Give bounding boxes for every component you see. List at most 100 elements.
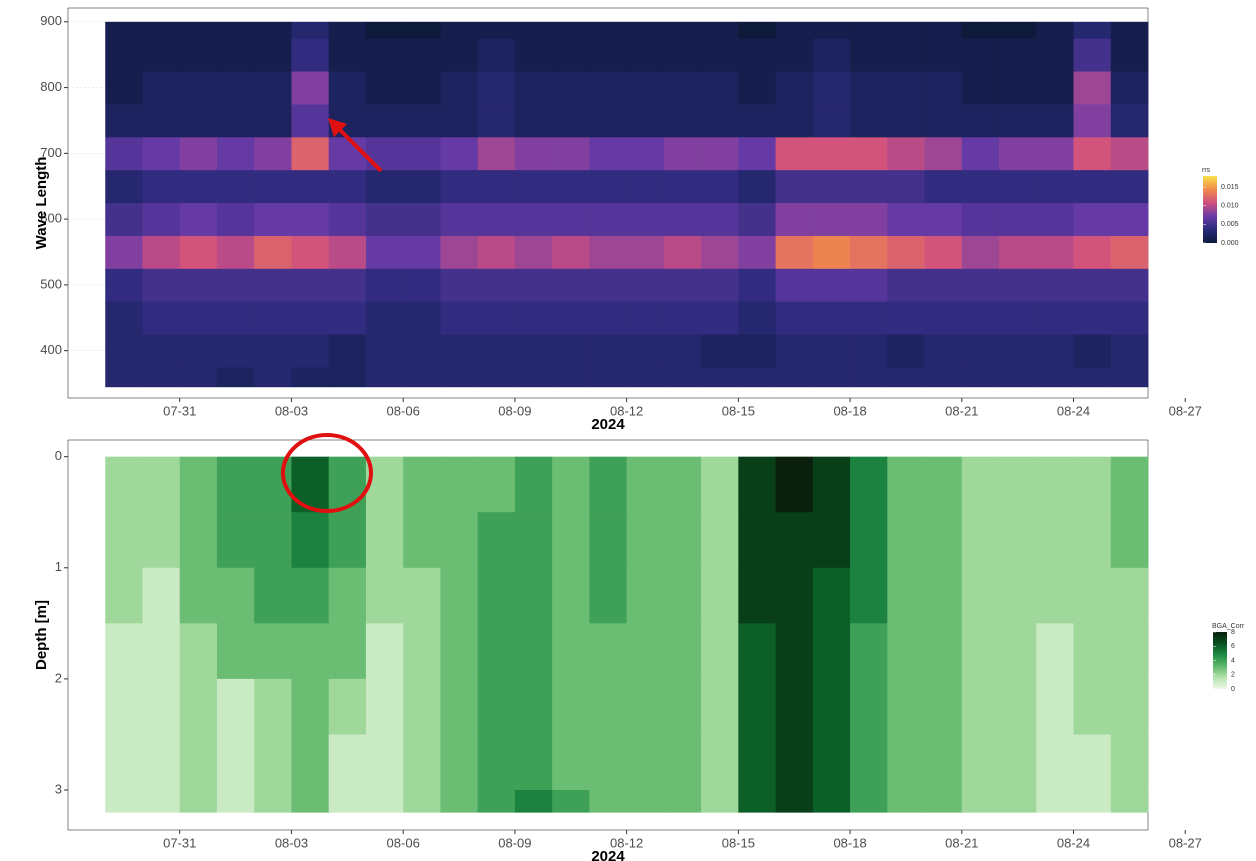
y-axis-title: Wave Length — [33, 157, 50, 250]
heat-cell — [403, 22, 441, 39]
heat-cell — [813, 457, 851, 513]
heat-cell — [142, 170, 180, 203]
heat-cell — [105, 457, 143, 513]
heat-cell — [180, 734, 218, 790]
heat-cell — [478, 679, 516, 735]
heat-cell — [589, 203, 627, 236]
x-tick-label: 08-03 — [275, 403, 308, 418]
heat-cell — [403, 71, 441, 104]
heat-cell — [478, 790, 516, 813]
colorbar-title: rrs — [1202, 167, 1211, 174]
heat-cell — [515, 170, 553, 203]
heat-cell — [329, 203, 367, 236]
colorbar-tick-label: 8 — [1231, 629, 1235, 636]
heat-cell — [1111, 334, 1149, 367]
heat-cell — [627, 236, 665, 269]
heat-cell — [1111, 137, 1149, 170]
heat-cell — [217, 137, 255, 170]
heat-cell — [329, 170, 367, 203]
heat-cell — [738, 22, 776, 39]
heat-cell — [925, 734, 963, 790]
x-axis-title: 2024 — [591, 848, 625, 861]
heat-cell — [440, 457, 478, 513]
heat-cell — [217, 170, 255, 203]
heat-cell — [627, 71, 665, 104]
heat-cell — [850, 236, 888, 269]
heat-cell — [962, 268, 1000, 301]
heat-cell — [552, 623, 590, 679]
heat-cell — [925, 301, 963, 334]
heat-cell — [701, 137, 739, 170]
heat-cell — [701, 38, 739, 71]
heat-cell — [142, 268, 180, 301]
heat-cell — [1074, 38, 1112, 71]
heat-cell — [776, 236, 814, 269]
heat-cell — [329, 334, 367, 367]
heat-cell — [664, 38, 702, 71]
heat-cell — [850, 367, 888, 387]
heat-cell — [291, 71, 329, 104]
heat-cell — [813, 734, 851, 790]
heat-cell — [1036, 568, 1074, 624]
heat-cell — [515, 367, 553, 387]
heat-cell — [701, 268, 739, 301]
colorbar-tick-label: 0.015 — [1221, 184, 1239, 191]
heat-cell — [887, 623, 925, 679]
heat-cell — [291, 679, 329, 735]
heat-cell — [738, 104, 776, 137]
heat-cell — [515, 790, 553, 813]
colorbar-title: BGA_Corr — [1212, 623, 1245, 630]
heat-cell — [142, 679, 180, 735]
heat-cell — [627, 137, 665, 170]
colorbar-tick-label: 0.000 — [1221, 240, 1239, 247]
heat-cell — [515, 512, 553, 568]
heat-cell — [962, 71, 1000, 104]
heat-cell — [552, 512, 590, 568]
heat-cell — [254, 137, 292, 170]
heat-cell — [217, 236, 255, 269]
heat-cell — [887, 679, 925, 735]
heat-cell — [589, 512, 627, 568]
heat-cell — [366, 301, 404, 334]
heat-cell — [664, 170, 702, 203]
heat-cell — [180, 367, 218, 387]
heat-cell — [254, 679, 292, 735]
heat-cell — [217, 203, 255, 236]
heat-cell — [850, 457, 888, 513]
heat-cell — [813, 71, 851, 104]
heat-cell — [962, 512, 1000, 568]
y-axis-title: Depth [m] — [33, 600, 50, 670]
heat-cell — [850, 790, 888, 813]
heat-cell — [440, 367, 478, 387]
heat-cell — [1111, 457, 1149, 513]
heat-cell — [738, 734, 776, 790]
heat-cell — [254, 367, 292, 387]
heat-cell — [515, 236, 553, 269]
heat-cell — [776, 203, 814, 236]
heat-cell — [291, 457, 329, 513]
heat-cell — [813, 679, 851, 735]
y-tick-label: 800 — [40, 79, 62, 94]
heat-cell — [403, 367, 441, 387]
heat-cell — [999, 170, 1037, 203]
heat-cell — [180, 334, 218, 367]
heat-cell — [142, 22, 180, 39]
x-tick-label: 08-15 — [722, 403, 755, 418]
heat-cell — [627, 334, 665, 367]
heat-cell — [664, 790, 702, 813]
heat-cell — [1036, 457, 1074, 513]
heat-cell — [999, 734, 1037, 790]
heat-cell — [589, 679, 627, 735]
heat-cell — [142, 512, 180, 568]
heat-cell — [1111, 367, 1149, 387]
heat-cell — [217, 623, 255, 679]
heat-cell — [440, 334, 478, 367]
x-tick-label: 08-18 — [833, 403, 866, 418]
heat-cell — [1074, 457, 1112, 513]
heat-cell — [254, 104, 292, 137]
heat-cell — [142, 301, 180, 334]
heat-cell — [1036, 623, 1074, 679]
heat-cell — [180, 170, 218, 203]
heat-cell — [515, 22, 553, 39]
heat-cell — [589, 457, 627, 513]
